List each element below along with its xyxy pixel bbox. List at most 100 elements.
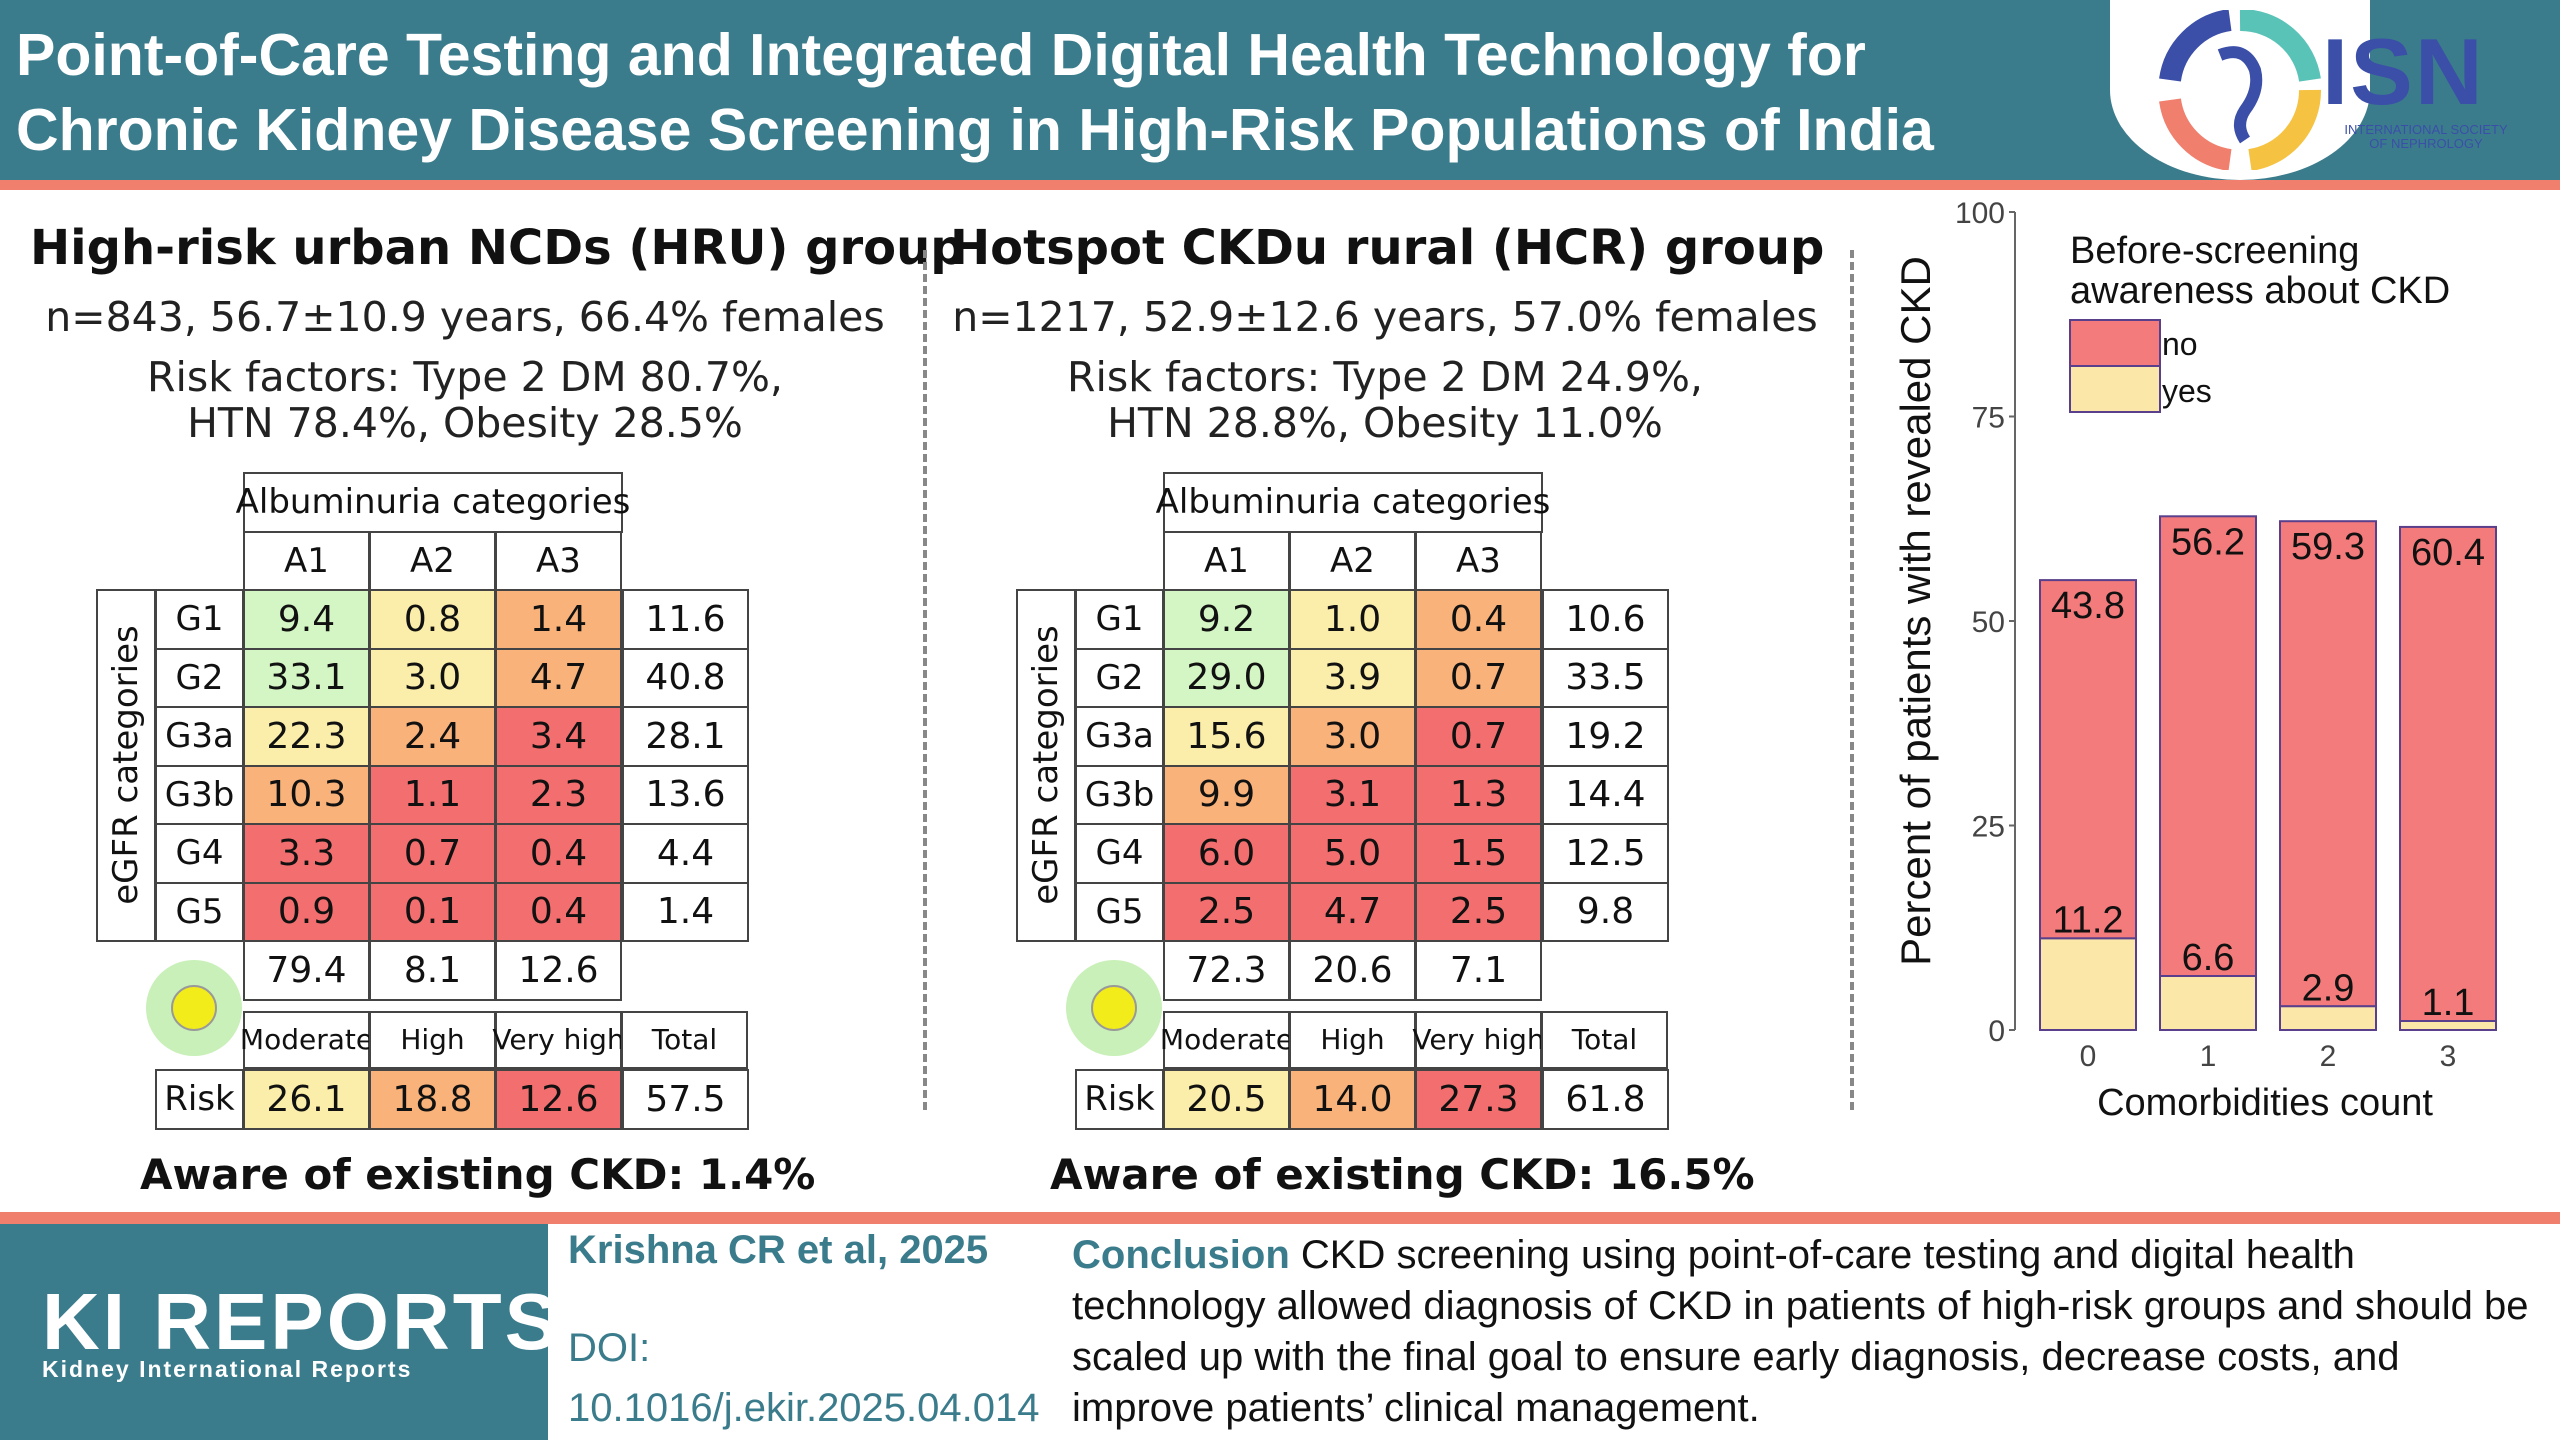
bar-yes-0	[2039, 937, 2137, 1031]
grid-cell: 0.4	[1415, 589, 1542, 650]
doi-block[interactable]: DOI: 10.1016/j.ekir.2025.04.014	[568, 1318, 1040, 1438]
col-total: 8.1	[369, 940, 496, 1001]
risk-header: Moderate	[240, 1010, 373, 1069]
data-label-no: 59.3	[2291, 526, 2365, 568]
isn-sub-line-1: INTERNATIONAL SOCIETY	[2344, 122, 2508, 137]
albuminuria-header: Albuminuria categories	[236, 472, 630, 533]
albuminuria-col-2: A2	[1289, 530, 1416, 591]
grid-cell: 15.6	[1163, 706, 1290, 767]
risk-header: Very high	[492, 1010, 625, 1069]
bar-yes-3	[2399, 1020, 2497, 1032]
risk-value: 12.6	[495, 1069, 622, 1130]
grid-cell: 0.8	[369, 589, 496, 650]
journal-logo-text: KI REPORTS	[42, 1277, 561, 1366]
row-total: 19.2	[1542, 706, 1669, 767]
data-label-yes: 11.2	[2052, 899, 2123, 941]
row-total: 40.8	[622, 647, 749, 708]
grid-cell: 0.7	[369, 823, 496, 884]
grid-cell: 4.7	[495, 647, 622, 708]
legend-swatch-yes	[2069, 365, 2161, 413]
grid-cell: 3.1	[1289, 764, 1416, 825]
header-divider	[0, 180, 2560, 190]
grid-cell: 0.7	[1415, 706, 1542, 767]
panel-hru-risk-line-2: HTN 78.4%, Obesity 28.5%	[187, 399, 743, 447]
risk-value: 18.8	[369, 1069, 496, 1130]
grid-cell: 1.3	[1415, 764, 1542, 825]
albuminuria-col-3: A3	[1415, 530, 1542, 591]
legend-title-line-1: Before-screening	[2070, 230, 2359, 272]
egfr-row-label: G4	[155, 823, 244, 884]
panel-divider-1	[923, 250, 927, 1110]
row-total: 12.5	[1542, 823, 1669, 884]
grid-cell: 9.9	[1163, 764, 1290, 825]
bar-no-0	[2039, 579, 2137, 940]
egfr-row-label: G5	[155, 881, 244, 942]
data-label-no: 43.8	[2051, 585, 2125, 627]
grid-cell: 2.5	[1163, 881, 1290, 942]
egfr-row-label: G2	[1075, 647, 1164, 708]
row-total: 14.4	[1542, 764, 1669, 825]
col-total: 79.4	[243, 940, 370, 1001]
egfr-row-label: G2	[155, 647, 244, 708]
grid-cell: 0.4	[495, 881, 622, 942]
grid-cell: 5.0	[1289, 823, 1416, 884]
x-tick-label: 1	[2200, 1040, 2217, 1073]
y-tick-label: 75	[1972, 402, 2005, 435]
panel-divider-2	[1850, 250, 1854, 1110]
footer-divider	[0, 1212, 2560, 1224]
risk-header: Total	[621, 1010, 748, 1069]
bar-yes-1	[2159, 975, 2257, 1032]
panel-hru-title: High-risk urban NCDs (HRU) group	[30, 220, 965, 276]
grid-cell: 0.1	[369, 881, 496, 942]
albuminuria-header: Albuminuria categories	[1156, 472, 1550, 533]
conclusion: Conclusion CKD screening using point-of-…	[1072, 1230, 2542, 1434]
risk-value: 14.0	[1289, 1069, 1416, 1130]
risk-value: 27.3	[1415, 1069, 1542, 1130]
grid-cell: 6.0	[1163, 823, 1290, 884]
egfr-categories-label: eGFR categories	[1026, 624, 1066, 905]
egfr-row-label: G5	[1075, 881, 1164, 942]
y-tick-label: 0	[1988, 1015, 2005, 1048]
albuminuria-col-1: A1	[1163, 530, 1290, 591]
risk-header: High	[1289, 1010, 1416, 1069]
tools-org-scientific-badge-icon	[146, 960, 242, 1056]
bar-no-1	[2159, 515, 2257, 978]
y-axis-label: Percent of patients with revealed CKD	[1892, 256, 1939, 966]
conclusion-label: Conclusion	[1072, 1233, 1290, 1277]
egfr-label-box	[96, 589, 156, 942]
row-total: 28.1	[622, 706, 749, 767]
journal-block	[0, 1224, 548, 1440]
albuminuria-col-1: A1	[243, 530, 370, 591]
egfr-label-box	[1016, 589, 1076, 942]
grid-cell: 33.1	[243, 647, 370, 708]
grid-cell: 22.3	[243, 706, 370, 767]
doi-link[interactable]: 10.1016/j.ekir.2025.04.014	[568, 1386, 1040, 1430]
egfr-row-label: G1	[155, 589, 244, 650]
data-label-yes: 1.1	[2422, 982, 2475, 1024]
tools-org-scientific-badge-icon	[1066, 960, 1162, 1056]
panel-hcr-awareness: Aware of existing CKD: 16.5%	[1050, 1150, 1755, 1199]
citation: Krishna CR et al, 2025	[568, 1228, 989, 1272]
row-total: 10.6	[1542, 589, 1669, 650]
bar-no-2	[2279, 520, 2377, 1008]
grid-cell: 3.0	[369, 647, 496, 708]
bar-no-3	[2399, 525, 2497, 1023]
grid-cell: 1.4	[495, 589, 622, 650]
grid-cell: 1.0	[1289, 589, 1416, 650]
egfr-row-label: G3b	[1075, 764, 1164, 825]
risk-value: 20.5	[1163, 1069, 1290, 1130]
risk-row-label: Risk	[1075, 1069, 1164, 1130]
grid-cell: 0.9	[243, 881, 370, 942]
page-title: Point-of-Care Testing and Integrated Dig…	[16, 18, 2096, 168]
panel-hru-awareness: Aware of existing CKD: 1.4%	[140, 1150, 816, 1199]
panel-hcr-demographics: n=1217, 52.9±12.6 years, 57.0% females	[952, 293, 1818, 341]
panel-hcr-title: Hotspot CKDu rural (HCR) group	[950, 220, 1825, 276]
row-total: 1.4	[622, 881, 749, 942]
col-total: 20.6	[1289, 940, 1416, 1001]
panel-hcr-risk-line-2: HTN 28.8%, Obesity 11.0%	[1107, 399, 1663, 447]
x-tick-label: 0	[2080, 1040, 2097, 1073]
col-total: 72.3	[1163, 940, 1290, 1001]
grid-cell: 0.4	[495, 823, 622, 884]
bar-yes-2	[2279, 1005, 2377, 1032]
title-line-2: Chronic Kidney Disease Screening in High…	[16, 97, 1934, 163]
